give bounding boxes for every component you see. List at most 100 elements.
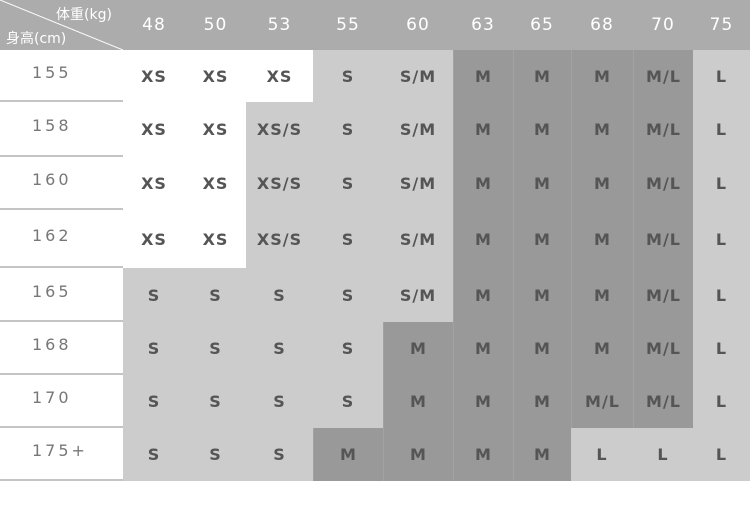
size-cell: L (693, 375, 750, 428)
corner-header: 体重(kg) 身高(cm) (0, 0, 123, 50)
size-cell: L (693, 268, 750, 322)
size-cell: M/L (633, 322, 693, 375)
weight-header: 55 (313, 0, 383, 50)
size-cell: L (693, 210, 750, 268)
size-cell: M (453, 210, 513, 268)
size-cell: S (313, 268, 383, 322)
size-cell: M (383, 322, 453, 375)
size-cell: M (453, 102, 513, 157)
weight-header: 63 (453, 0, 513, 50)
size-cell: S/M (383, 157, 453, 210)
height-label: 155 (0, 50, 123, 102)
weight-axis-label: 体重(kg) (56, 7, 112, 23)
size-cell: M (571, 50, 633, 102)
size-cell: XS/S (246, 210, 313, 268)
size-cell: M (571, 102, 633, 157)
size-cell: M/L (633, 268, 693, 322)
size-cell: S (313, 50, 383, 102)
size-cell: S (185, 428, 246, 481)
size-cell: M (453, 50, 513, 102)
size-cell: S (313, 102, 383, 157)
weight-header: 50 (185, 0, 246, 50)
height-label: 158 (0, 102, 123, 157)
size-cell: S/M (383, 102, 453, 157)
size-cell: S (246, 428, 313, 481)
weight-header: 68 (571, 0, 633, 50)
size-cell: S (123, 268, 185, 322)
size-cell: M/L (633, 50, 693, 102)
size-cell: S (313, 210, 383, 268)
size-cell: L (693, 102, 750, 157)
size-cell: S (246, 268, 313, 322)
size-cell: M (513, 157, 571, 210)
size-cell: M/L (633, 210, 693, 268)
size-cell: S (123, 428, 185, 481)
size-cell: M (453, 375, 513, 428)
size-cell: L (693, 157, 750, 210)
size-cell: S (313, 375, 383, 428)
size-cell: S/M (383, 210, 453, 268)
size-cell: XS (123, 210, 185, 268)
size-cell: S (123, 322, 185, 375)
size-cell: L (571, 428, 633, 481)
size-chart-table: 体重(kg) 身高(cm) 48 50 53 55 60 63 65 68 70 75 155 XS X… (0, 0, 750, 481)
height-label: 175+ (0, 428, 123, 481)
size-cell: M (571, 268, 633, 322)
size-cell: M (571, 322, 633, 375)
height-label: 170 (0, 375, 123, 428)
size-cell: M/L (633, 375, 693, 428)
size-cell: M/L (633, 102, 693, 157)
size-cell: S/M (383, 50, 453, 102)
diagonal-divider (0, 0, 123, 50)
height-label: 165 (0, 268, 123, 322)
weight-header: 75 (693, 0, 750, 50)
size-cell: XS (123, 102, 185, 157)
weight-header: 60 (383, 0, 453, 50)
size-cell: M (313, 428, 383, 481)
size-cell: M (571, 157, 633, 210)
weight-header: 70 (633, 0, 693, 50)
size-cell: M (453, 428, 513, 481)
size-cell: S (246, 322, 313, 375)
size-cell: M (453, 322, 513, 375)
size-cell: XS (123, 157, 185, 210)
size-cell: L (693, 428, 750, 481)
height-axis-label: 身高(cm) (6, 31, 67, 47)
size-cell: S (313, 157, 383, 210)
size-cell: M/L (571, 375, 633, 428)
size-cell: S (185, 268, 246, 322)
size-cell: M/L (633, 157, 693, 210)
size-cell: M (513, 50, 571, 102)
weight-header: 48 (123, 0, 185, 50)
size-cell: M (513, 268, 571, 322)
size-cell: M (513, 322, 571, 375)
size-cell: XS (123, 50, 185, 102)
size-cell: XS (185, 157, 246, 210)
size-cell: M (383, 428, 453, 481)
size-cell: M (383, 375, 453, 428)
size-cell: XS (185, 50, 246, 102)
size-cell: L (693, 322, 750, 375)
weight-header: 65 (513, 0, 571, 50)
size-cell: M (513, 102, 571, 157)
size-cell: M (571, 210, 633, 268)
height-label: 160 (0, 157, 123, 210)
height-label: 162 (0, 210, 123, 268)
size-cell: XS/S (246, 102, 313, 157)
size-cell: L (693, 50, 750, 102)
size-cell: S (185, 322, 246, 375)
size-cell: XS (185, 210, 246, 268)
size-cell: XS (246, 50, 313, 102)
size-cell: M (513, 210, 571, 268)
size-cell: M (513, 428, 571, 481)
size-cell: S/M (383, 268, 453, 322)
size-cell: XS/S (246, 157, 313, 210)
size-cell: M (453, 268, 513, 322)
size-cell: L (633, 428, 693, 481)
size-cell: S (123, 375, 185, 428)
size-cell: S (313, 322, 383, 375)
size-cell: S (246, 375, 313, 428)
size-cell: M (453, 157, 513, 210)
weight-header: 53 (246, 0, 313, 50)
size-cell: M (513, 375, 571, 428)
